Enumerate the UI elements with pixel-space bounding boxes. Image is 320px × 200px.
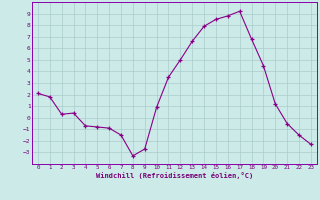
X-axis label: Windchill (Refroidissement éolien,°C): Windchill (Refroidissement éolien,°C)	[96, 172, 253, 179]
